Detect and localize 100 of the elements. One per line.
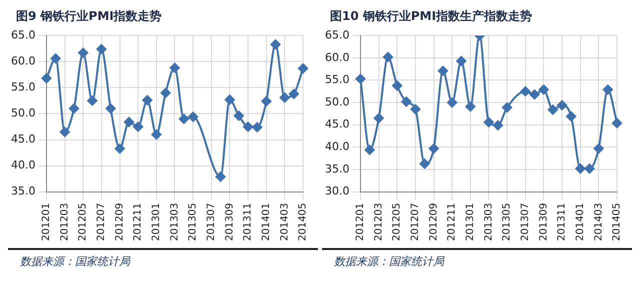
point (392, 80, 402, 91)
point (133, 122, 144, 132)
point (234, 110, 244, 121)
point (584, 164, 595, 174)
point (355, 74, 366, 84)
point (280, 92, 290, 103)
point (438, 66, 448, 76)
x-tick-label: 201405 (298, 202, 309, 242)
point (106, 104, 116, 114)
point (548, 104, 558, 115)
x-tick-label: 201205 (78, 202, 89, 242)
x-tick-label: 201405 (612, 202, 623, 242)
point (151, 130, 162, 140)
y-tick-label: 45.0 (324, 118, 350, 131)
x-tick-label: 201207 (410, 202, 422, 242)
x-tick-label: 201201 (355, 202, 366, 242)
point (243, 122, 254, 132)
point (428, 144, 439, 154)
x-tick-label: 201403 (279, 202, 290, 242)
y-tick-label: 60.0 (324, 50, 350, 64)
point (68, 104, 79, 114)
point (447, 98, 458, 108)
source-note: 数据来源：国家统计局 (19, 254, 132, 269)
x-tick-label: 201311 (242, 202, 254, 242)
point (178, 114, 189, 124)
x-tick-label: 201307 (206, 202, 217, 242)
point (575, 164, 586, 174)
x-tick-label: 201309 (224, 202, 236, 242)
x-tick-label: 201209 (428, 202, 440, 242)
x-tick-label: 201311 (556, 202, 568, 242)
point (401, 96, 412, 107)
point (78, 48, 88, 58)
point (188, 112, 198, 122)
point (41, 73, 52, 84)
point (216, 172, 226, 182)
point (566, 111, 576, 122)
x-tick-label: 201309 (538, 202, 550, 242)
x-tick-label: 201201 (41, 202, 52, 242)
point (160, 88, 171, 98)
point (298, 63, 308, 74)
x-tick-label: 201301 (151, 202, 162, 242)
point (50, 54, 61, 64)
point (60, 126, 70, 137)
point (612, 118, 622, 128)
x-tick-label: 201307 (520, 202, 531, 242)
point (142, 95, 152, 106)
y-tick-label: 50.0 (324, 95, 350, 108)
point (484, 117, 494, 128)
x-tick-label: 201305 (188, 202, 199, 242)
point (224, 94, 235, 105)
point (288, 88, 299, 99)
y-tick-label: 60.0 (10, 54, 36, 68)
point (124, 117, 134, 128)
chart-title: 图10 钢铁行业PMI指数生产指数走势 (329, 8, 534, 25)
y-tick-label: 40.0 (324, 140, 350, 154)
y-tick-label: 50.0 (10, 106, 36, 120)
point (410, 104, 420, 114)
x-tick-label: 201211 (446, 202, 458, 242)
y-tick-label: 65.0 (10, 28, 36, 42)
point (456, 56, 466, 66)
x-tick-label: 201203 (373, 202, 384, 242)
point (520, 86, 530, 96)
point (261, 96, 272, 106)
point (594, 144, 604, 154)
y-tick-label: 30.0 (324, 184, 350, 198)
point (96, 44, 106, 54)
point (87, 96, 98, 106)
point (420, 158, 430, 169)
x-tick-label: 201303 (169, 202, 180, 242)
y-tick-label: 40.0 (10, 158, 36, 172)
x-tick-label: 201203 (59, 202, 70, 242)
point (465, 102, 476, 112)
point (364, 144, 375, 155)
x-tick-label: 201403 (593, 202, 604, 242)
x-tick-label: 201401 (260, 202, 272, 242)
x-tick-label: 201207 (96, 202, 108, 242)
y-tick-label: 55.0 (10, 80, 36, 94)
point (374, 113, 384, 124)
y-tick-label: 35.0 (324, 162, 350, 176)
point (492, 120, 503, 130)
y-tick-label: 55.0 (324, 73, 350, 86)
point (170, 62, 180, 73)
y-tick-label: 65.0 (324, 28, 350, 42)
point (114, 144, 125, 154)
point (602, 84, 613, 95)
point (530, 90, 540, 100)
point (502, 102, 512, 112)
chart-title: 图9 钢铁行业PMI指数走势 (15, 8, 163, 25)
source-note: 数据来源：国家统计局 (333, 254, 446, 269)
x-tick-label: 201211 (132, 202, 144, 242)
y-tick-label: 45.0 (10, 132, 36, 146)
point (252, 122, 262, 132)
x-tick-label: 201401 (574, 202, 586, 242)
point (557, 100, 568, 110)
x-tick-label: 201209 (114, 202, 126, 242)
point (538, 84, 549, 95)
x-tick-label: 201301 (465, 202, 476, 242)
x-tick-label: 201305 (502, 202, 513, 242)
x-tick-label: 201205 (392, 202, 403, 242)
point (270, 39, 281, 50)
